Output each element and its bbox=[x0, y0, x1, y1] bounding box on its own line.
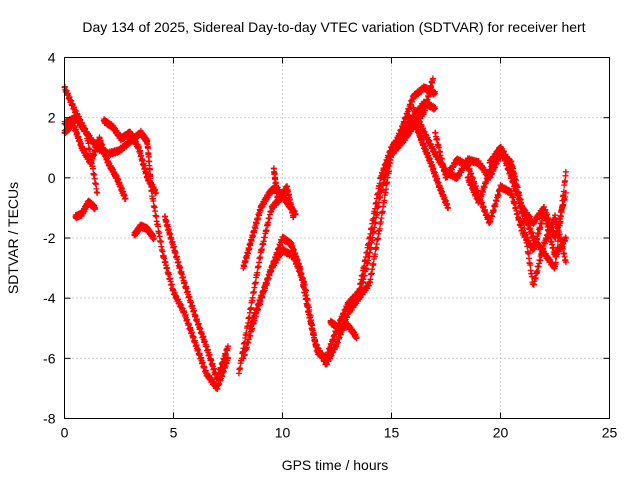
x-tick-label: 25 bbox=[602, 425, 618, 441]
x-tick-label: 20 bbox=[493, 425, 509, 441]
y-tick-label: -2 bbox=[43, 230, 56, 246]
axis-ticks: 0 5 10 15 20 25 -8 -6 -4 -2 0 2 4 bbox=[43, 50, 617, 441]
y-tick-label: 4 bbox=[48, 50, 56, 66]
series-track-5 bbox=[100, 116, 160, 197]
series-track-6 bbox=[131, 221, 157, 243]
x-tick-label: 5 bbox=[170, 425, 178, 441]
data-point-markers bbox=[161, 213, 231, 383]
data-point-markers bbox=[486, 144, 569, 272]
y-tick-label: 0 bbox=[48, 170, 56, 186]
data-markers bbox=[61, 75, 569, 392]
data-point-markers bbox=[405, 113, 452, 212]
data-point-markers bbox=[355, 75, 436, 302]
data-point-markers bbox=[131, 221, 157, 243]
y-tick-label: -8 bbox=[43, 411, 56, 427]
series-track-10 bbox=[270, 165, 297, 221]
x-tick-label: 0 bbox=[61, 425, 69, 441]
data-point-markers bbox=[270, 165, 297, 221]
chart-title: Day 134 of 2025, Sidereal Day-to-day VTE… bbox=[82, 19, 585, 35]
y-tick-label: -6 bbox=[43, 350, 56, 366]
y-tick-label: -4 bbox=[43, 290, 56, 306]
grid-lines bbox=[64, 57, 610, 419]
x-axis-title: GPS time / hours bbox=[282, 457, 389, 473]
series-track-14 bbox=[355, 75, 436, 302]
series-track-7 bbox=[161, 213, 231, 383]
data-point-markers bbox=[72, 197, 99, 222]
x-tick-label: 15 bbox=[384, 425, 400, 441]
x-tick-label: 10 bbox=[275, 425, 291, 441]
series-track-15 bbox=[405, 113, 452, 212]
series-track-13 bbox=[327, 317, 360, 342]
y-tick-label: 2 bbox=[48, 110, 56, 126]
data-point-markers bbox=[100, 116, 160, 197]
data-point-markers bbox=[327, 317, 360, 342]
y-axis-title: SDTVAR / TECUs bbox=[5, 182, 21, 294]
series-track-19 bbox=[486, 144, 569, 272]
series-track-3 bbox=[72, 197, 99, 222]
